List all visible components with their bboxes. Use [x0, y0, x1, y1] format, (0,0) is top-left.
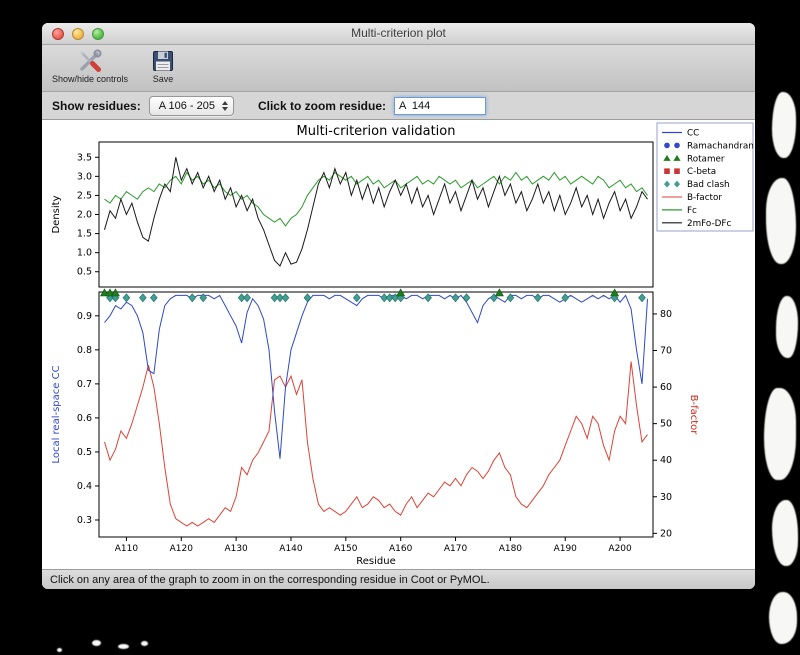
svg-text:0.9: 0.9 [77, 311, 92, 322]
controls-row: Show residues: A 106 - 205 Click to zoom… [42, 92, 755, 120]
svg-text:3.5: 3.5 [77, 152, 92, 163]
stepper-arrows-icon [221, 100, 228, 111]
svg-text:2.5: 2.5 [77, 190, 92, 201]
svg-text:1.5: 1.5 [77, 229, 92, 240]
svg-text:Bad clash: Bad clash [687, 180, 730, 190]
svg-text:2mFo-DFc: 2mFo-DFc [687, 219, 731, 229]
svg-text:Local real-space CC: Local real-space CC [51, 365, 62, 463]
crossed-tools-icon [77, 48, 103, 74]
show-hide-controls-label: Show/hide controls [52, 74, 129, 84]
svg-text:0.5: 0.5 [77, 447, 92, 458]
svg-text:60: 60 [660, 382, 672, 393]
svg-text:0.3: 0.3 [77, 515, 92, 526]
window-controls [52, 28, 104, 40]
svg-text:A200: A200 [608, 544, 632, 554]
show-hide-controls-button[interactable]: Show/hide controls [48, 47, 132, 85]
svg-text:0.6: 0.6 [77, 413, 92, 424]
screenshot-artifact [776, 296, 798, 358]
svg-text:A120: A120 [170, 544, 194, 554]
screenshot-artifact [772, 92, 796, 158]
status-text: Click on any area of the graph to zoom i… [50, 573, 490, 586]
screenshot-artifact [141, 641, 148, 646]
svg-text:Fc: Fc [687, 206, 697, 216]
svg-text:50: 50 [660, 419, 672, 430]
status-bar: Click on any area of the graph to zoom i… [42, 569, 755, 589]
svg-text:20: 20 [660, 528, 672, 539]
zoom-residue-input[interactable] [394, 96, 486, 115]
svg-text:70: 70 [660, 346, 672, 357]
svg-text:C-beta: C-beta [687, 167, 716, 177]
screenshot-artifact [92, 640, 101, 646]
screenshot-artifact [764, 388, 796, 480]
svg-text:Density: Density [51, 195, 62, 233]
svg-text:B-factor: B-factor [688, 395, 699, 436]
svg-text:30: 30 [660, 492, 672, 503]
zoom-residue-label: Click to zoom residue: [257, 98, 386, 113]
svg-text:80: 80 [660, 309, 672, 320]
svg-text:0.4: 0.4 [77, 481, 92, 492]
screenshot-artifact [57, 648, 62, 652]
zoom-button[interactable] [92, 28, 104, 40]
save-button[interactable]: Save [146, 47, 180, 85]
svg-text:A110: A110 [115, 544, 139, 554]
svg-text:3.0: 3.0 [77, 171, 92, 182]
svg-text:40: 40 [660, 455, 672, 466]
screenshot-artifact [766, 178, 796, 264]
svg-text:0.8: 0.8 [77, 345, 92, 356]
title-bar[interactable]: Multi-criterion plot [42, 23, 755, 45]
svg-text:A140: A140 [279, 544, 303, 554]
residue-range-value: A 106 - 205 [158, 99, 215, 112]
svg-text:A180: A180 [499, 544, 523, 554]
save-label: Save [152, 74, 174, 84]
close-button[interactable] [52, 28, 64, 40]
svg-text:1.0: 1.0 [77, 248, 92, 259]
screenshot-artifact [772, 500, 798, 566]
show-residues-label: Show residues: [52, 98, 141, 113]
svg-text:0.5: 0.5 [77, 267, 92, 278]
window-title: Multi-criterion plot [351, 26, 446, 40]
screenshot-artifact [769, 592, 797, 644]
svg-text:A170: A170 [444, 544, 468, 554]
svg-text:A150: A150 [334, 544, 358, 554]
svg-text:Rotamer: Rotamer [687, 154, 725, 164]
svg-text:Ramachandran: Ramachandran [687, 141, 754, 151]
toolbar: Show/hide controls Save [42, 45, 755, 92]
svg-text:B-factor: B-factor [687, 193, 722, 203]
floppy-disk-icon [150, 48, 176, 74]
plot-canvas[interactable]: Multi-criterion validation 0.5 1.0 1.5 2.0 2.… [42, 120, 755, 569]
multi-criterion-plot-window: Multi-criterion plot Show/hide controls [42, 23, 755, 589]
residue-range-dropdown[interactable]: A 106 - 205 [148, 95, 234, 116]
screenshot-artifact [118, 644, 129, 649]
svg-text:CC: CC [687, 129, 699, 139]
multi-criterion-figure[interactable]: Multi-criterion validation 0.5 1.0 1.5 2.0 2.… [42, 120, 755, 570]
minimize-button[interactable] [72, 28, 84, 40]
svg-text:A160: A160 [389, 544, 413, 554]
svg-text:Residue: Residue [356, 556, 395, 567]
svg-text:0.7: 0.7 [77, 379, 92, 390]
svg-text:A190: A190 [554, 544, 578, 554]
svg-text:2.0: 2.0 [77, 210, 92, 221]
svg-text:Multi-criterion validation: Multi-criterion validation [297, 124, 456, 139]
svg-text:A130: A130 [224, 544, 248, 554]
